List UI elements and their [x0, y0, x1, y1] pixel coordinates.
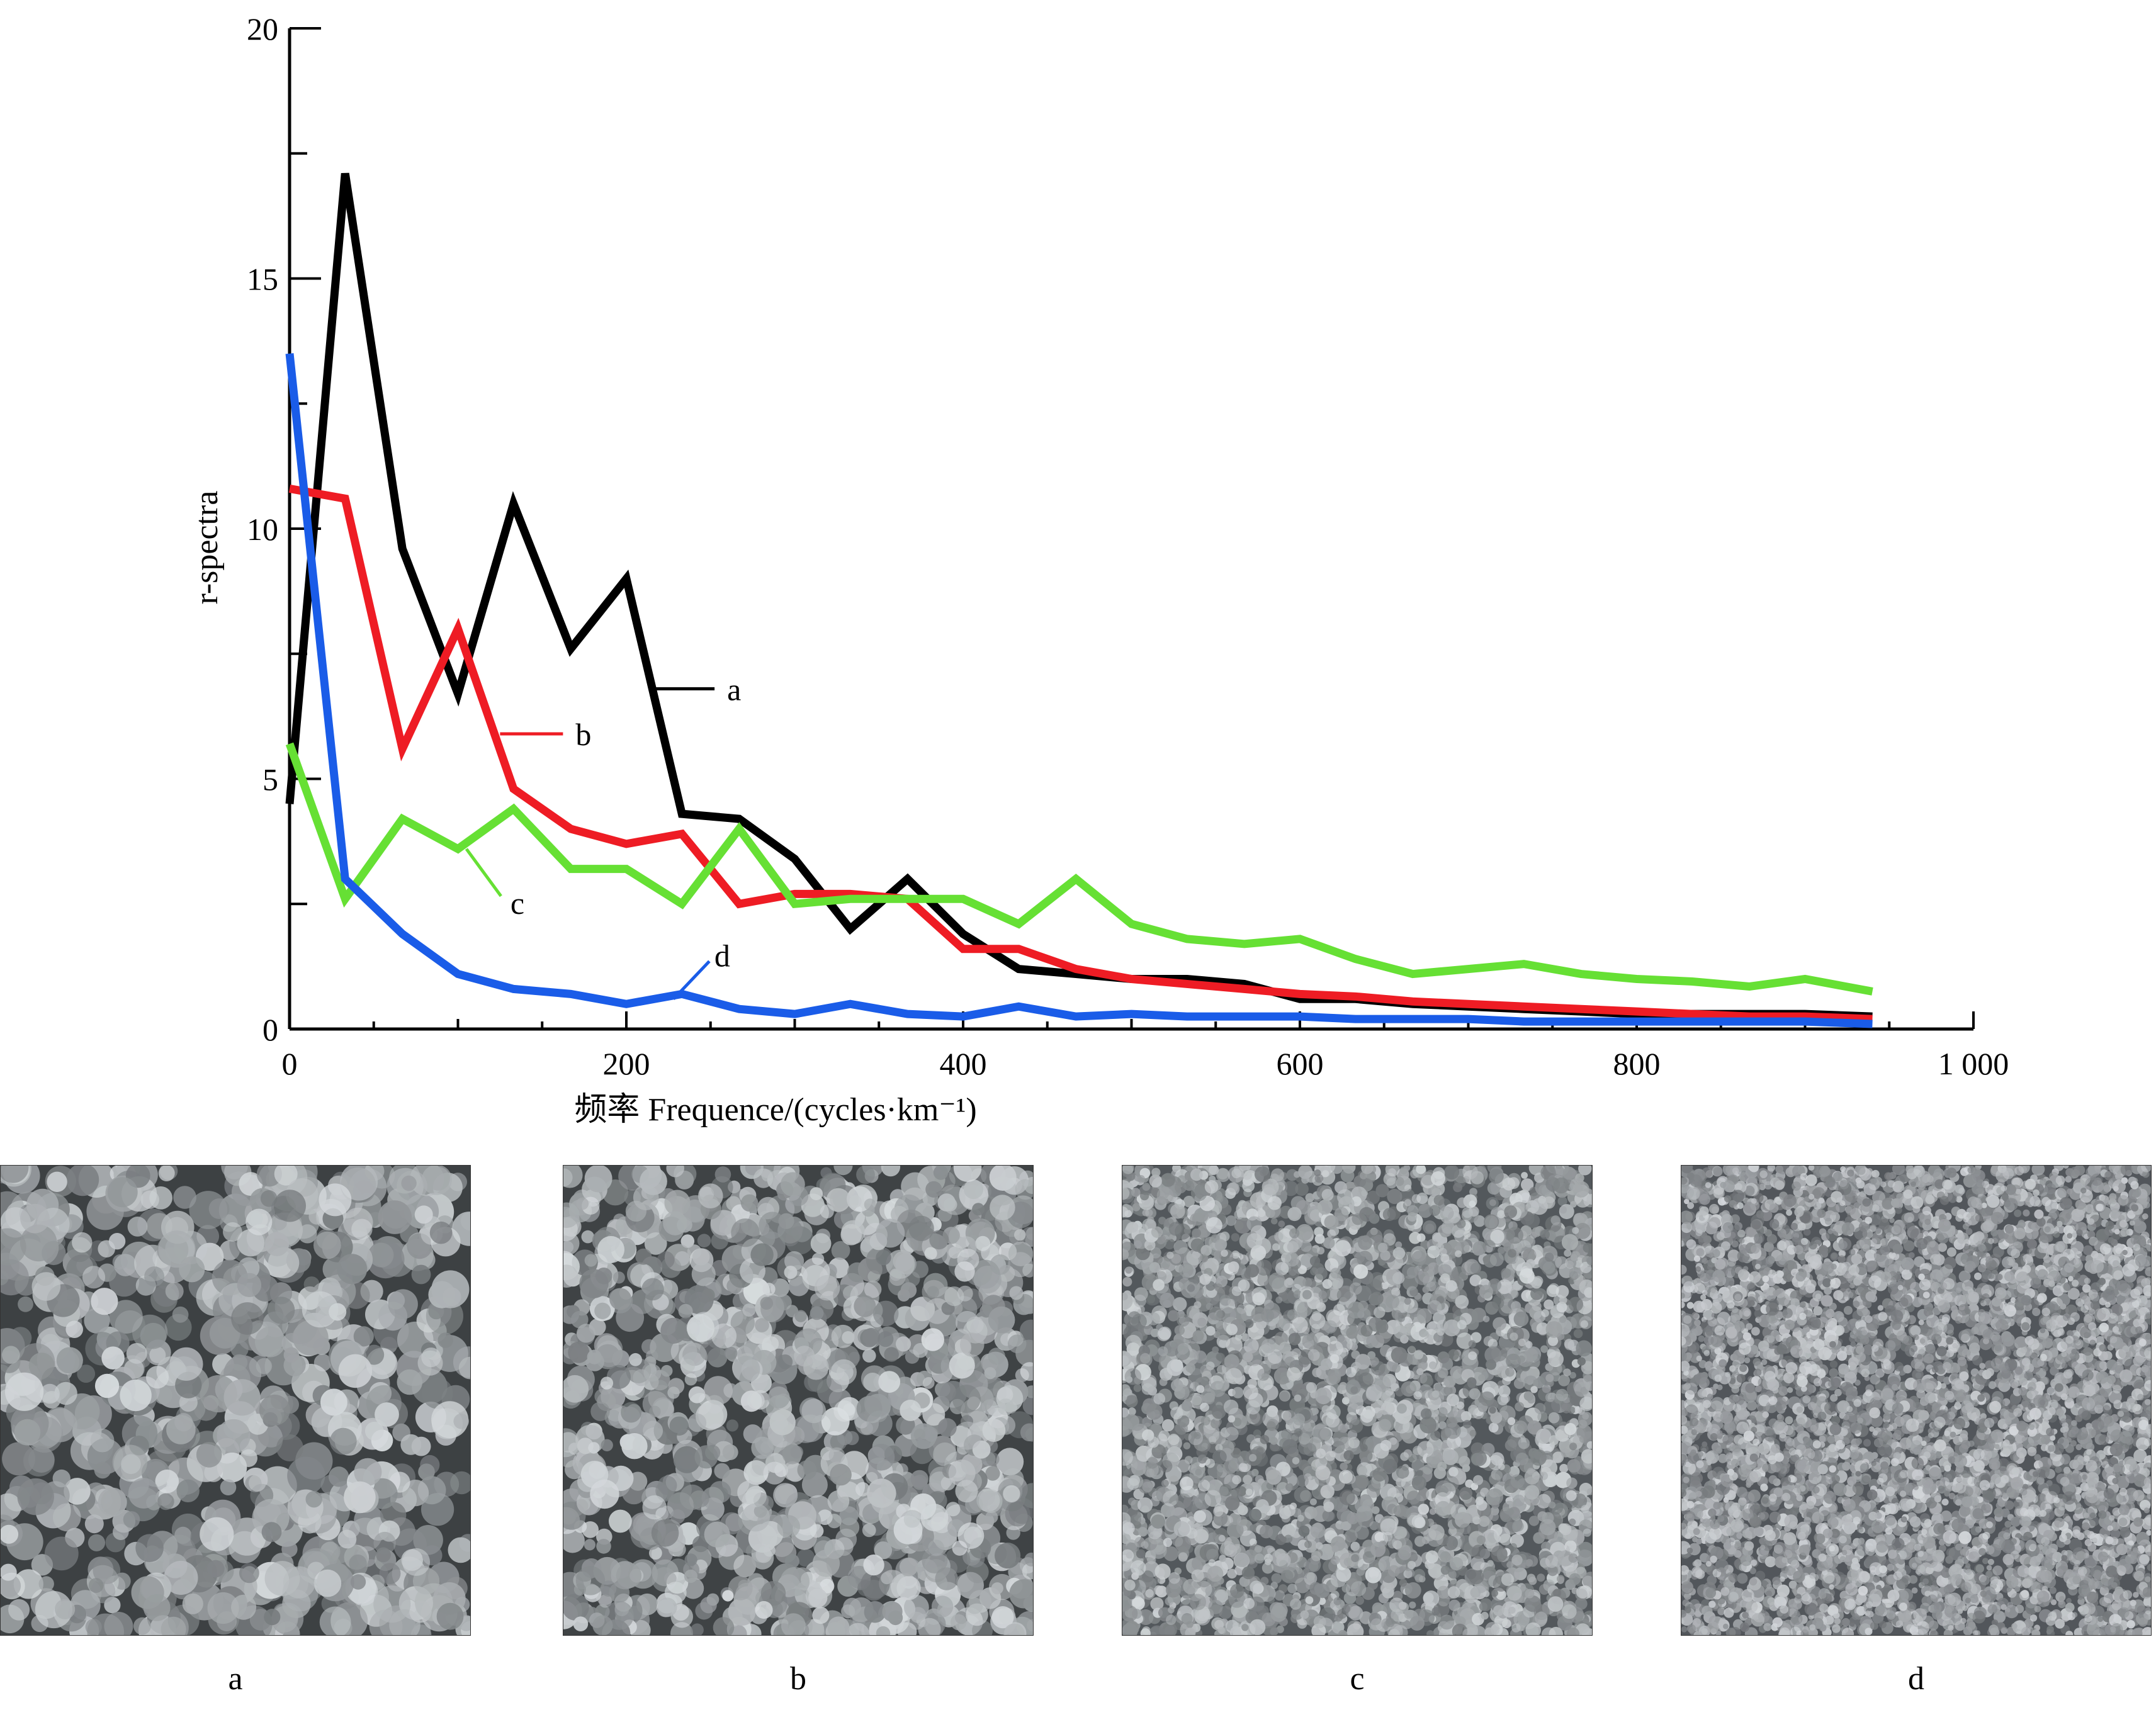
series-line-d	[285, 353, 1873, 1028]
series-label-b: b	[575, 717, 591, 752]
x-tick-label: 200	[603, 1046, 650, 1081]
panel-caption-b: b	[790, 1661, 806, 1697]
spectra-chart: 0 200 400 600 800 1 000 0 5 10 15 20 a b c d 频率 Frequ…	[189, 11, 2009, 1128]
image-panel-d	[1676, 1159, 2156, 1641]
x-tick-label: 0	[282, 1046, 298, 1081]
x-tick-label: 1 000	[1938, 1046, 2009, 1081]
y-tick-label: 5	[262, 762, 278, 797]
image-panel-b	[549, 1154, 1046, 1648]
canopy-texture-c	[1114, 1157, 1600, 1643]
panel-caption-c: c	[1350, 1661, 1365, 1697]
y-tick-label: 0	[262, 1012, 278, 1047]
y-tick-label: 10	[247, 512, 278, 547]
series-line-c	[285, 742, 1873, 996]
canopy-texture-d	[1676, 1159, 2156, 1641]
series-line-b	[288, 485, 1873, 1023]
leader-line-d	[672, 960, 711, 1001]
image-panel-a	[0, 1151, 487, 1651]
series-line-a	[285, 172, 1873, 1021]
series-label-a: a	[727, 672, 741, 707]
x-tick-label: 400	[940, 1046, 987, 1081]
canopy-texture-b	[549, 1154, 1046, 1648]
y-tick-label: 15	[247, 262, 278, 297]
leader-line-c	[465, 848, 502, 897]
panel-caption-d: d	[1908, 1661, 1924, 1697]
image-panel-c	[1114, 1157, 1600, 1643]
x-tick-label: 800	[1613, 1046, 1661, 1081]
x-axis-title: 频率 Frequence/(cycles·km⁻¹)	[574, 1092, 976, 1128]
panel-caption-a: a	[228, 1661, 243, 1697]
canopy-texture-a	[0, 1151, 487, 1651]
series-label-c: c	[511, 886, 524, 921]
y-axis-title: r-spectra	[189, 491, 225, 605]
series-labels: a b c d	[465, 672, 741, 1001]
series-label-d: d	[714, 938, 730, 973]
y-tick-label: 20	[247, 11, 278, 47]
chart-series	[285, 172, 1873, 1028]
x-tick-label: 600	[1277, 1046, 1324, 1081]
